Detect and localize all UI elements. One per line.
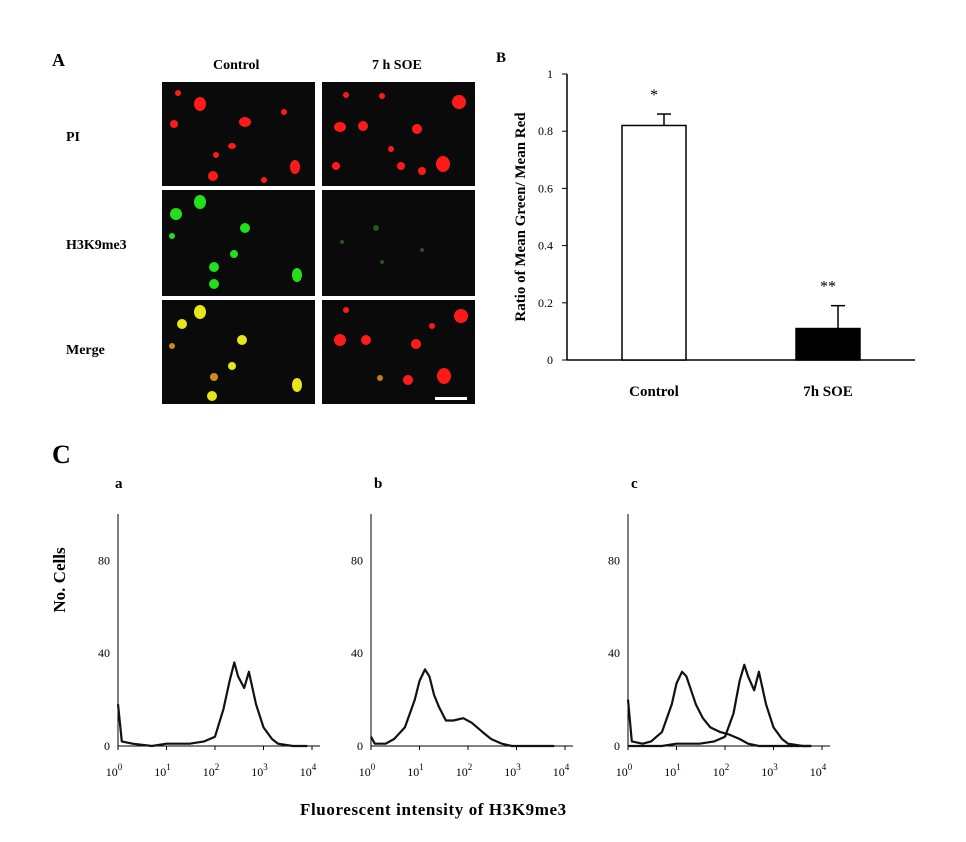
bar-y-tick-label: 0.6 [538,181,553,195]
hist-x-tick-exponent: 2 [725,762,730,772]
hist-x-tick-label: 102 [203,762,220,779]
panel-a-letter: A [52,50,65,70]
hist-x-tick-exponent: 0 [371,762,376,772]
bar-y-tick-label: 0.8 [538,124,553,138]
hist-x-tick-exponent: 0 [118,762,123,772]
subpanel-a-letter: a [115,476,123,492]
hist-series-0 [370,668,555,748]
bar-y-tick-label: 0.2 [538,296,553,310]
bar-y-tick-label: 1 [547,67,553,81]
micrograph-control-merge [162,300,315,404]
micrograph-soe-merge [322,300,475,404]
hist-y-tick-label: 0 [614,739,620,753]
hist-series-1 [628,663,812,748]
bar-y-tick-label: 0 [547,353,553,367]
micrograph-control-h3k9me3 [162,190,315,296]
bar-category-label-0: Control [629,384,679,400]
hist-x-tick-exponent: 3 [516,762,521,772]
hist-x-tick-label: 102 [456,762,473,779]
hist-y-tick-label: 0 [357,739,363,753]
micrograph-soe-h3k9me3 [322,190,475,296]
hist-y-tick-label: 40 [98,646,110,660]
histogram-x-axis-label: Fluorescent intensity of H3K9me3 [300,800,567,819]
row-label-pi: PI [66,130,80,145]
hist-x-tick-label: 104 [810,762,827,779]
hist-y-tick-label: 40 [351,646,363,660]
hist-x-tick-exponent: 3 [773,762,778,772]
hist-x-tick-exponent: 3 [263,762,268,772]
panel-b-letter: B [496,50,507,66]
scale-bar [435,397,467,400]
column-header-control: Control [213,58,260,73]
hist-x-tick-label: 101 [154,762,171,779]
hist-x-tick-exponent: 1 [676,762,681,772]
hist-x-tick-exponent: 4 [822,762,827,772]
row-label-merge: Merge [66,343,105,358]
hist-x-tick-exponent: 2 [468,762,473,772]
bar-category-label-1: 7h SOE [803,384,853,400]
hist-x-tick-label: 104 [300,762,317,779]
significance-mark-1: ** [820,279,836,296]
hist-x-tick-label: 101 [664,762,681,779]
hist-x-tick-exponent: 1 [419,762,424,772]
hist-y-tick-label: 40 [608,646,620,660]
hist-x-tick-exponent: 1 [166,762,171,772]
hist-x-tick-exponent: 2 [215,762,220,772]
significance-mark-0: * [650,87,658,104]
subpanel-c-letter: c [631,476,638,492]
hist-x-tick-label: 100 [616,762,633,779]
micrograph-soe-pi [322,82,475,186]
hist-x-tick-exponent: 4 [565,762,570,772]
hist-y-tick-label: 80 [351,553,363,567]
hist-x-tick-label: 100 [106,762,123,779]
histogram-y-axis-label: No. Cells [50,547,69,613]
hist-x-tick-label: 104 [553,762,570,779]
hist-x-tick-label: 102 [713,762,730,779]
hist-x-tick-label: 100 [359,762,376,779]
row-label-h3k9me3: H3K9me3 [66,238,127,253]
panel-c-letter: C [52,440,71,469]
hist-x-tick-label: 103 [761,762,778,779]
column-header-7h-soe: 7 h SOE [372,58,422,73]
subpanel-b-letter: b [374,476,383,492]
hist-y-tick-label: 0 [104,739,110,753]
hist-series-0 [626,670,812,748]
micrograph-control-pi [162,82,315,186]
bar-0 [621,124,687,361]
hist-x-tick-label: 103 [504,762,521,779]
hist-x-tick-label: 101 [407,762,424,779]
hist-series-0 [116,661,308,748]
hist-x-tick-exponent: 0 [628,762,633,772]
hist-y-tick-label: 80 [98,553,110,567]
bar-y-axis-label: Ratio of Mean Green/ Mean Red [513,112,529,322]
hist-y-tick-label: 80 [608,553,620,567]
hist-x-tick-label: 103 [251,762,268,779]
bar-y-tick-label: 0.4 [538,239,553,253]
bar-chart: 0 0.2 0.4 0.6 0.8 1 Ratio of Mean Green/ Mean … [513,67,915,400]
hist-x-tick-exponent: 4 [312,762,317,772]
bar-1 [795,327,861,361]
